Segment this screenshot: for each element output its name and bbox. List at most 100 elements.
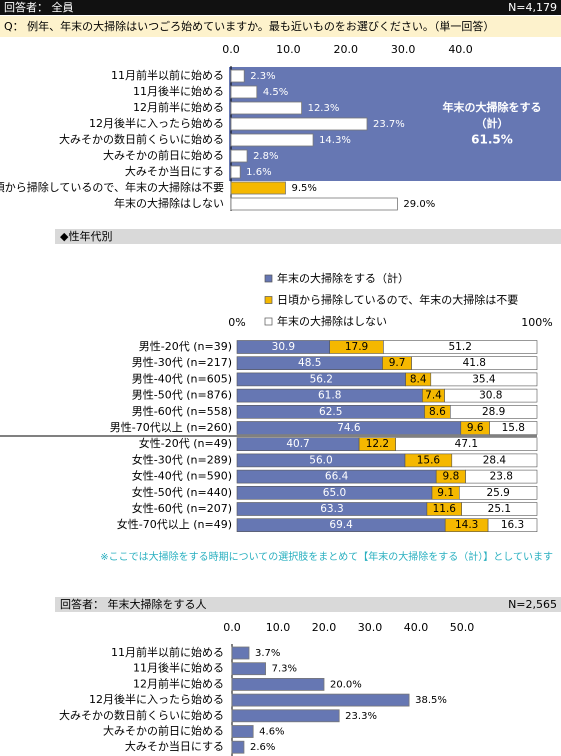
value-label: 62.5 [319, 406, 342, 418]
value-label: 20.0% [330, 679, 362, 690]
bar [230, 69, 245, 83]
value-label: 15.8 [502, 422, 525, 434]
bar [231, 693, 410, 707]
value-label: 15.6 [417, 454, 441, 466]
category-label: 大みそかの前日に始める [103, 148, 224, 162]
category-label: 女性-50代 (n=440) [132, 485, 232, 499]
bar [231, 662, 266, 676]
value-label: 63.3 [320, 503, 343, 515]
value-label: 47.1 [455, 438, 478, 450]
legend-swatch [264, 296, 273, 304]
bar-segment [411, 356, 538, 371]
section-bar [55, 229, 561, 244]
category-label: 大みそかの数日前くらいに始める [59, 708, 224, 722]
legend-label: 年末の大掃除はしない [277, 314, 387, 328]
value-label: 48.5 [298, 357, 321, 369]
category-label: 大みそか当日にする [125, 164, 224, 178]
value-label: 28.4 [483, 454, 507, 466]
value-label: 14.3 [455, 519, 478, 531]
bar-segment [444, 388, 538, 403]
value-label: 51.2 [449, 341, 472, 353]
category-label: 11月前半以前に始める [111, 68, 224, 82]
bar [230, 85, 258, 99]
chart-title: 回答者： 年末大掃除をする人 [60, 597, 207, 611]
x-tick-label: 40.0 [404, 621, 429, 634]
value-label: 25.1 [488, 503, 511, 515]
legend-label: 年末の大掃除をする（計） [277, 271, 409, 285]
value-label: 40.7 [286, 438, 309, 450]
value-label: 29.0% [403, 199, 435, 210]
category-label: 大みそかの数日前くらいに始める [59, 132, 224, 146]
x-tick-label: 0% [228, 316, 245, 329]
value-label: 9.6 [467, 422, 484, 434]
value-label: 38.5% [415, 695, 447, 706]
bar-segment [465, 469, 538, 484]
bar-segment [383, 340, 538, 354]
bar [230, 149, 248, 163]
bar [230, 101, 302, 115]
bar [231, 646, 250, 660]
question-bar [0, 16, 561, 37]
legend-label: 日頃から掃除しているので、年末の大掃除は不要 [277, 293, 518, 307]
question: Q： 例年、年末の大掃除はいつごろ始めていますか。最も近いものをお選びください。… [4, 19, 494, 33]
x-tick-label: 10.0 [266, 621, 291, 634]
bar-segment [461, 502, 538, 516]
category-label: 11月後半に始める [133, 661, 224, 675]
bar-segment [449, 404, 538, 419]
total-annotation: 61.5% [471, 133, 513, 147]
bar [231, 678, 325, 691]
legend-swatch [264, 274, 273, 283]
value-label: 56.0 [309, 454, 332, 466]
value-label: 14.3% [319, 135, 351, 146]
value-label: 9.8 [443, 471, 460, 483]
value-label: 74.6 [337, 422, 361, 434]
value-label: 12.3% [308, 103, 340, 114]
category-label: 11月前半以前に始める [111, 645, 224, 659]
value-label: 1.6% [246, 167, 271, 178]
value-label: 17.9 [345, 341, 368, 353]
respondent: 回答者： 全員 [4, 0, 74, 14]
category-label: 女性-20代 (n=49) [139, 436, 232, 450]
category-label: 男性-70代以上 (n=260) [110, 420, 232, 434]
value-label: 30.8 [479, 390, 502, 402]
category-label: 女性-40代 (n=590) [132, 469, 232, 483]
x-tick-label: 20.0 [334, 43, 359, 56]
value-label: 7.4 [425, 390, 442, 402]
total-annotation: 年末の大掃除をする [443, 100, 542, 114]
x-tick-label: 0.0 [222, 43, 240, 56]
value-label: 28.9 [482, 406, 505, 418]
bar [231, 740, 245, 754]
category-label: 12月後半に入ったら始める [89, 116, 224, 130]
category-label: 12月後半に入ったら始める [89, 692, 224, 706]
value-label: 3.7% [255, 648, 280, 659]
respondent-bar [55, 597, 561, 612]
category-label: 女性-70代以上 (n=49) [117, 517, 232, 531]
value-label: 23.8 [490, 471, 513, 483]
value-label: 8.4 [410, 373, 427, 385]
note: ※ここでは大掃除をする時期についての選択肢をまとめて【年末の大掃除をする（計）】… [100, 550, 553, 563]
value-label: 25.9 [486, 487, 509, 499]
value-label: 66.4 [325, 471, 349, 483]
category-label: 日頃から掃除しているので、年末の大掃除は不要 [0, 180, 224, 194]
bar-segment [487, 518, 538, 533]
section-title: ◆性年代別 [60, 229, 112, 243]
value-label: 35.4 [472, 373, 496, 385]
category-label: 女性-60代 (n=207) [132, 501, 232, 515]
value-label: 9.1 [437, 487, 454, 499]
value-label: 56.2 [310, 373, 333, 385]
value-label: 30.9 [272, 341, 295, 353]
category-label: 男性-40代 (n=605) [132, 371, 232, 385]
bar [231, 709, 340, 723]
category-label: 男性-60代 (n=558) [132, 404, 232, 418]
x-tick-label: 30.0 [358, 621, 383, 634]
value-label: 12.2 [366, 438, 389, 450]
value-label: 8.6 [429, 406, 446, 418]
sample-size: N=2,565 [508, 598, 557, 611]
category-label: 年末の大掃除はしない [114, 196, 224, 210]
category-label: 女性-30代 (n=289) [132, 452, 232, 466]
category-label: 大みそかの前日に始める [103, 724, 224, 738]
sample-size: N=4,179 [508, 1, 557, 14]
bar [230, 117, 368, 131]
category-label: 男性-50代 (n=876) [132, 388, 232, 402]
